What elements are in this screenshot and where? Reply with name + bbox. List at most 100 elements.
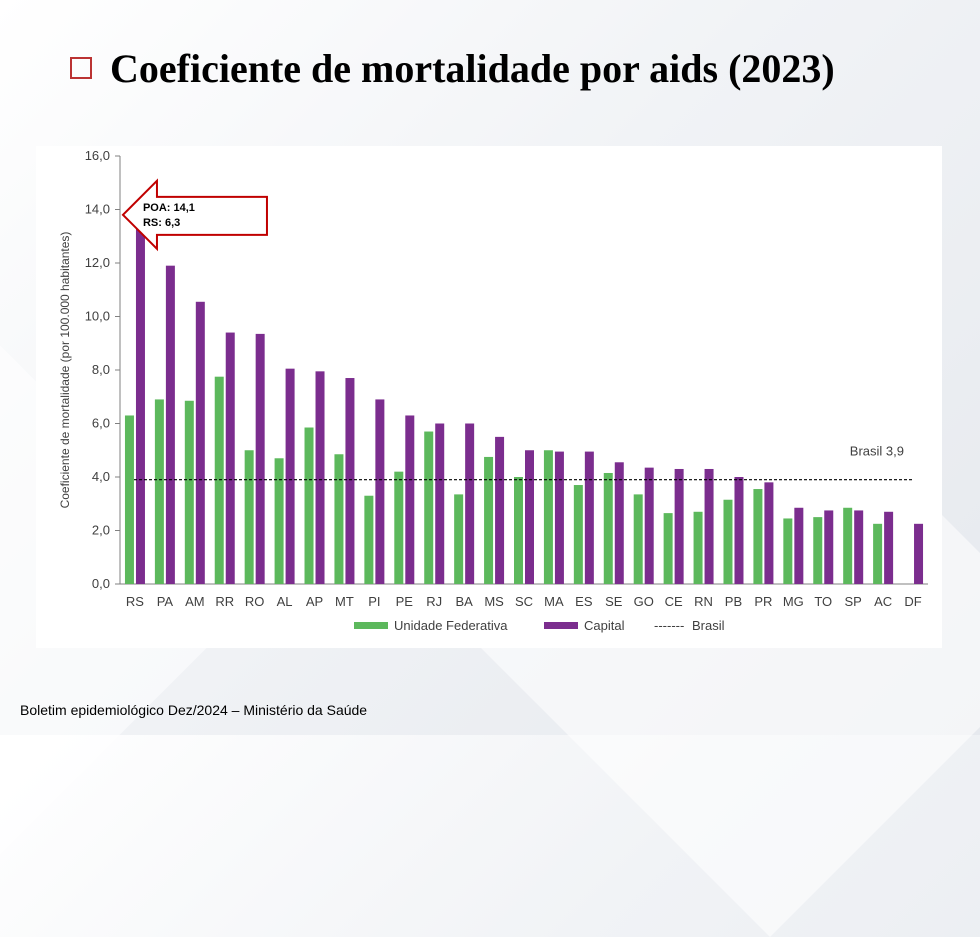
bar-capital-pa xyxy=(165,265,175,584)
bar-uf-sp xyxy=(843,507,853,584)
bar-capital-sp xyxy=(854,510,864,584)
bar-uf-es xyxy=(573,485,583,584)
bar-capital-pi xyxy=(375,399,385,584)
bar-uf-ce xyxy=(663,513,673,584)
y-tick-label: 12,0 xyxy=(85,255,110,270)
bar-capital-df xyxy=(914,523,924,584)
bar-uf-pi xyxy=(364,495,374,584)
y-tick-label: 14,0 xyxy=(85,202,110,217)
bar-capital-pb xyxy=(734,477,744,584)
bar-capital-rr xyxy=(225,332,235,584)
bar-capital-rj xyxy=(435,423,445,584)
callout-line-2: RS: 6,3 xyxy=(143,217,180,229)
bar-capital-ac xyxy=(884,511,894,584)
bar-uf-rn xyxy=(693,511,703,584)
x-tick-label: GO xyxy=(634,594,654,609)
bar-uf-sc xyxy=(514,477,523,584)
legend-swatch-capital xyxy=(544,622,578,629)
bar-uf-to xyxy=(813,517,823,584)
bar-capital-se xyxy=(614,462,624,584)
slide-title: Coeficiente de mortalidade por aids (202… xyxy=(110,45,835,91)
bar-uf-go xyxy=(633,494,643,584)
x-tick-label: PB xyxy=(725,594,742,609)
bar-capital-rs xyxy=(135,206,145,584)
x-tick-label: RJ xyxy=(426,594,442,609)
bar-uf-am xyxy=(184,400,194,584)
bar-capital-ro xyxy=(255,333,265,584)
bar-uf-ma xyxy=(543,450,553,584)
slide-title-row: Coeficiente de mortalidade por aids (202… xyxy=(70,38,950,98)
x-tick-label: ES xyxy=(575,594,593,609)
bar-uf-rr xyxy=(214,376,224,584)
bar-capital-mg xyxy=(794,507,804,584)
x-tick-label: PE xyxy=(396,594,414,609)
legend-label-brasil: Brasil xyxy=(692,618,725,633)
x-tick-label: TO xyxy=(814,594,832,609)
bar-uf-ac xyxy=(873,523,883,584)
x-tick-label: RN xyxy=(694,594,713,609)
bar-capital-sc xyxy=(525,450,534,584)
bar-capital-ap xyxy=(315,371,325,584)
x-tick-label: SP xyxy=(845,594,862,609)
bar-capital-mt xyxy=(345,378,355,584)
brasil-reference-label: Brasil 3,9 xyxy=(850,444,904,459)
y-tick-label: 8,0 xyxy=(92,362,110,377)
y-axis-title: Coeficiente de mortalidade (por 100.000 … xyxy=(58,232,72,509)
bar-capital-es xyxy=(584,451,594,584)
bar-uf-se xyxy=(603,472,613,584)
x-tick-label: MS xyxy=(484,594,504,609)
x-tick-label: RS xyxy=(126,594,144,609)
x-tick-label: AP xyxy=(306,594,323,609)
chart-panel: 0,0 2,0 4,0 6,0 8,0 10,0 12,0 14,0 16,0 Coeficien… xyxy=(36,146,942,648)
y-tick-label: 0,0 xyxy=(92,576,110,591)
x-tick-label: PI xyxy=(368,594,380,609)
x-tick-label: AC xyxy=(874,594,892,609)
x-tick-label: MG xyxy=(783,594,804,609)
bar-capital-go xyxy=(644,467,654,584)
x-tick-label: RR xyxy=(215,594,234,609)
x-tick-label: SC xyxy=(515,594,533,609)
y-tick-label: 10,0 xyxy=(85,309,110,324)
y-tick-label: 16,0 xyxy=(85,148,110,163)
bar-uf-rj xyxy=(424,431,434,584)
callout-arrow xyxy=(121,178,268,252)
callout-line-1: POA: 14,1 xyxy=(143,202,195,214)
source-footer: Boletim epidemiológico Dez/2024 – Minist… xyxy=(20,702,368,718)
bullet-icon xyxy=(70,57,92,79)
bar-capital-ba xyxy=(465,423,475,584)
x-tick-label: PR xyxy=(754,594,772,609)
x-tick-label: MT xyxy=(335,594,354,609)
legend-label-capital: Capital xyxy=(584,618,625,633)
legend-dash-brasil: ------- xyxy=(654,618,684,633)
legend-label-uf: Unidade Federativa xyxy=(394,618,508,633)
y-tick-label: 2,0 xyxy=(92,523,110,538)
x-tick-label: PA xyxy=(157,594,174,609)
x-tick-label: MA xyxy=(544,594,564,609)
x-tick-label: AL xyxy=(277,594,293,609)
bar-uf-mt xyxy=(334,454,344,584)
y-tick-label: 6,0 xyxy=(92,416,110,431)
bar-uf-pa xyxy=(154,399,164,584)
bar-capital-rn xyxy=(704,468,714,584)
x-tick-label: RO xyxy=(245,594,265,609)
x-tick-label: AM xyxy=(185,594,205,609)
bar-uf-ba xyxy=(454,494,464,584)
y-tick-label: 4,0 xyxy=(92,469,110,484)
bar-capital-pe xyxy=(405,415,415,584)
bar-capital-am xyxy=(195,301,205,584)
x-tick-label: CE xyxy=(665,594,683,609)
bar-capital-ms xyxy=(495,436,505,584)
bar-uf-pb xyxy=(723,499,733,584)
bar-uf-pr xyxy=(753,489,763,584)
bar-capital-ma xyxy=(554,451,564,584)
bar-uf-ms xyxy=(484,456,494,584)
bar-capital-al xyxy=(285,368,295,584)
bar-uf-ap xyxy=(304,427,314,584)
x-tick-label: SE xyxy=(605,594,623,609)
bar-uf-al xyxy=(274,458,284,584)
bar-capital-pr xyxy=(764,482,774,584)
x-tick-label: DF xyxy=(904,594,921,609)
bar-uf-mg xyxy=(783,518,793,584)
bar-uf-ro xyxy=(244,450,254,584)
bar-capital-to xyxy=(824,510,834,584)
